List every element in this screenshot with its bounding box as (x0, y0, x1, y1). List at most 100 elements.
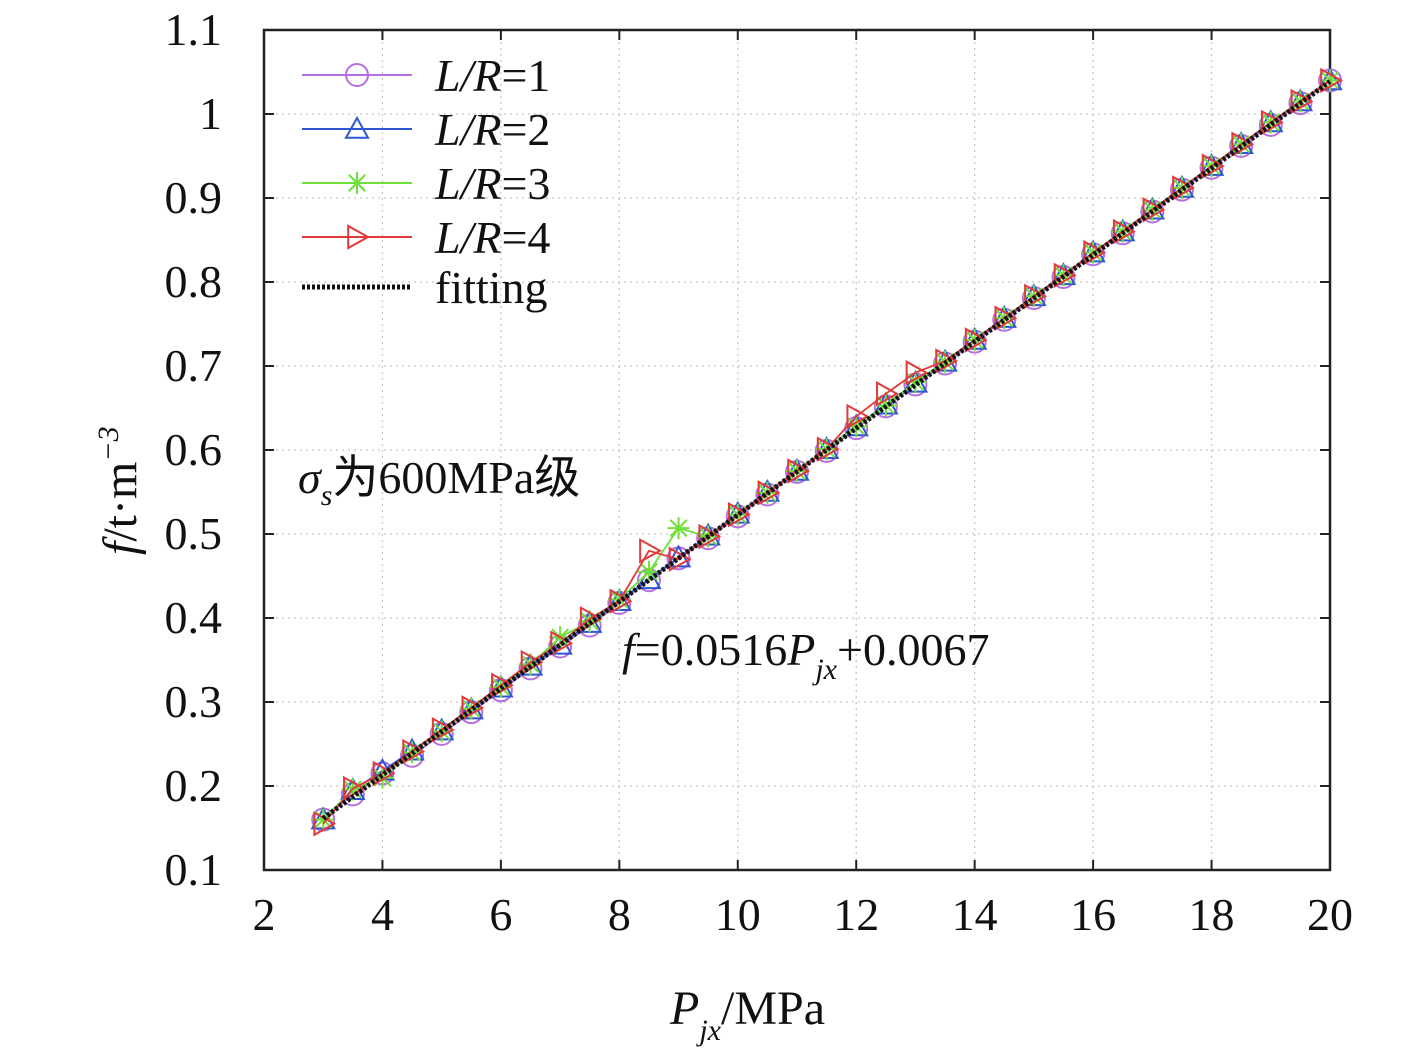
legend-item-4: L/R=4 (302, 212, 550, 263)
y-tick-label: 0.6 (165, 424, 223, 475)
series-point (639, 538, 663, 564)
x-tick-label: 14 (952, 889, 998, 940)
legend-item-2: L/R=2 (302, 104, 550, 155)
legend-marker (344, 115, 370, 139)
series-point (994, 305, 1018, 331)
series-point (698, 523, 722, 550)
series-point (1112, 218, 1136, 245)
y-tick-label: 0.9 (165, 172, 223, 223)
series-point (550, 630, 574, 656)
legend-label-italic: L/R (434, 50, 501, 101)
legend-label: L/R=3 (434, 158, 550, 209)
asterisk-stroke (348, 174, 366, 192)
series-point (964, 327, 988, 353)
series-point (637, 560, 660, 583)
x-tick-label: 6 (489, 889, 512, 940)
y-tick-label: 0.2 (165, 760, 223, 811)
x-tick-label: 2 (253, 889, 276, 940)
equation-tail: +0.0067 (837, 624, 989, 675)
legend-item-3: L/R=3 (302, 158, 550, 209)
legend-item-fitting: fitting (302, 262, 547, 313)
legend-label-tail: =3 (501, 158, 550, 209)
legend-marker (346, 172, 368, 194)
x-label-sub: jx (695, 1014, 721, 1047)
x-tick-label: 4 (371, 889, 394, 940)
x-tick-label: 18 (1189, 889, 1235, 940)
legend-label-tail: =2 (501, 104, 550, 155)
y-tick-label: 0.8 (165, 256, 223, 307)
material-annotation: σs为600MPa级 (298, 452, 580, 512)
series-point (846, 403, 870, 430)
x-label-unit: /MPa (721, 982, 825, 1035)
fit-equation: f=0.0516Pjx+0.0067 (622, 624, 989, 686)
series-point (461, 695, 485, 721)
y-tick-label: 0.5 (165, 508, 223, 559)
series-point (1083, 239, 1107, 266)
series-point (905, 360, 929, 386)
asterisk-stroke (639, 562, 658, 581)
fitting-line (321, 79, 1332, 821)
material-text: 为600MPa级 (332, 452, 580, 503)
asterisk-stroke (669, 519, 688, 538)
series-point (1053, 262, 1077, 288)
fitting-layer (321, 79, 1332, 821)
legend-label-tail: =4 (501, 212, 550, 263)
series-point (491, 672, 514, 698)
y-tick-label: 1 (199, 88, 222, 139)
legend-label: fitting (435, 262, 547, 313)
y-tick-label: 1.1 (165, 4, 223, 55)
y-axis-label: f/t·m−3 (92, 426, 147, 555)
series-point (1320, 67, 1344, 94)
series-point (935, 348, 959, 374)
series-point (727, 501, 751, 528)
x-tick-label: 10 (715, 889, 761, 940)
series-point (1290, 88, 1314, 115)
series-point (1231, 131, 1255, 157)
legend-label: L/R=1 (434, 50, 550, 101)
series-point (609, 588, 633, 614)
series-point (816, 436, 840, 462)
series-point (431, 717, 455, 743)
equation-mid: =0.0516 (635, 624, 787, 675)
y-label-sup: −3 (92, 426, 125, 461)
x-tick-label: 12 (833, 889, 879, 940)
equation-var: P (786, 624, 815, 675)
legend-label: L/R=2 (434, 104, 550, 155)
series-point (757, 480, 781, 506)
series-point (372, 760, 396, 787)
series-point (668, 546, 692, 572)
x-tick-label: 16 (1070, 889, 1116, 940)
sigma-symbol: σ (298, 452, 323, 503)
series-point (667, 517, 690, 540)
series-point (1142, 197, 1166, 223)
series-point (1172, 175, 1196, 201)
x-axis-label: Pjx/MPa (669, 982, 825, 1047)
y-label-rest: /t·m (94, 462, 147, 542)
legend-label-italic: L/R (434, 212, 501, 263)
legend-marker (347, 224, 371, 250)
series-point (1201, 153, 1225, 179)
legend-label: L/R=4 (434, 212, 550, 263)
series-point (1260, 109, 1284, 136)
equation-sub: jx (811, 653, 837, 686)
y-tick-label: 0.7 (165, 340, 223, 391)
series-point (1024, 283, 1047, 309)
series-point (343, 775, 366, 802)
axis-ticks: 2 4 6 8 10 12 14 16 18 20 0.1 0.2 0.3 0.4 0.5 0.6 0.7 0.8… (165, 4, 1354, 940)
series-point (876, 381, 899, 407)
legend-label-italic: L/R (434, 158, 501, 209)
y-tick-label: 0.1 (165, 844, 223, 895)
x-tick-label: 20 (1307, 889, 1353, 940)
grid-lines (264, 30, 1330, 870)
legend-label-italic: L/R (434, 104, 501, 155)
y-tick-label: 0.3 (165, 676, 223, 727)
sigma-subscript: s (321, 479, 333, 512)
series-point (787, 458, 811, 484)
legend-marker (345, 63, 369, 87)
y-tick-label: 0.4 (165, 592, 223, 643)
x-label-main: P (669, 982, 699, 1035)
legend-label-tail: =1 (501, 50, 550, 101)
series-point (402, 738, 426, 765)
